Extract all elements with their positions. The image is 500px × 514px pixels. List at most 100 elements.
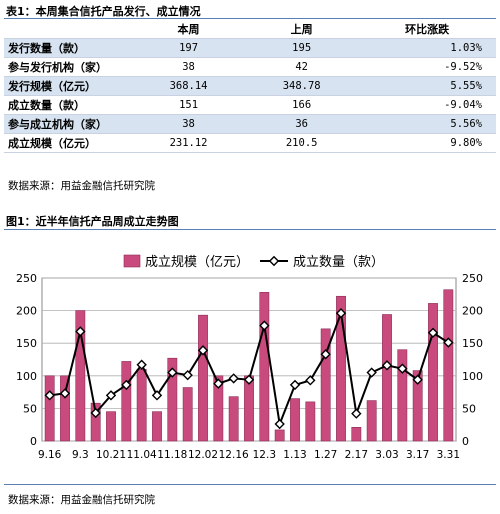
- bar: [90, 402, 101, 442]
- bar: [290, 398, 300, 442]
- row-label: 发行规模（亿元）: [4, 76, 132, 96]
- cell-this-week: 368.14: [132, 76, 246, 96]
- cell-last-week: 348.78: [245, 76, 359, 96]
- x-tick-label: 3.31: [437, 449, 460, 461]
- bar: [121, 361, 132, 442]
- table-row: 发行数量（款） 197 195 1.03%: [4, 38, 496, 58]
- cell-last-week: 195: [245, 38, 359, 58]
- y-left-tick-label: 0: [30, 435, 37, 448]
- point-marker: [259, 320, 270, 331]
- point-marker: [213, 378, 224, 389]
- bar: [198, 314, 208, 442]
- x-tick-label: 3.17: [406, 449, 429, 461]
- header-cell-change: 环比涨跌: [358, 20, 496, 39]
- table-header-row: 本周 上周 环比涨跌: [4, 20, 496, 39]
- bar: [244, 375, 254, 442]
- stats-table: 本周 上周 环比涨跌 发行数量（款） 197 195 1.03% 参与发行机构（家） 38…: [4, 20, 496, 153]
- table-caption: 表1：本周集合信托产品发行、成立情况: [6, 5, 201, 18]
- bar: [106, 411, 116, 442]
- cell-change: 5.55%: [358, 76, 496, 96]
- cell-this-week: 151: [132, 95, 246, 115]
- point-marker: [381, 360, 393, 371]
- cell-last-week: 42: [245, 57, 359, 77]
- point-marker: [412, 374, 423, 385]
- point-marker: [44, 390, 55, 401]
- bar: [274, 429, 285, 442]
- bar: [443, 289, 454, 442]
- bar: [351, 427, 362, 442]
- point-marker: [397, 363, 408, 374]
- point-marker: [197, 345, 209, 356]
- y-left-tick-label: 250: [16, 272, 37, 285]
- row-label: 成立数量（款）: [4, 95, 132, 115]
- bar: [228, 396, 239, 442]
- table-row: 参与发行机构（家） 38 42 -9.52%: [4, 57, 496, 77]
- cell-last-week: 36: [245, 114, 359, 134]
- cell-this-week: 38: [132, 114, 246, 134]
- point-marker: [351, 408, 362, 419]
- cell-this-week: 197: [132, 38, 246, 58]
- bar: [366, 400, 377, 442]
- cell-change: -9.04%: [358, 95, 496, 115]
- bar: [60, 375, 70, 442]
- cell-change: -9.52%: [358, 57, 496, 77]
- table-body: 发行数量（款） 197 195 1.03% 参与发行机构（家） 38 42 -9.52% 发行规…: [4, 38, 496, 153]
- row-label: 参与发行机构（家）: [4, 57, 132, 77]
- point-marker: [228, 373, 239, 384]
- point-marker: [105, 390, 117, 401]
- x-tick-label: 1.13: [283, 449, 306, 461]
- chart-source: 数据来源：用益金融信托研究院: [8, 494, 155, 506]
- point-marker: [320, 349, 331, 360]
- y-left-tick-label: 200: [16, 305, 37, 318]
- point-marker: [167, 367, 178, 378]
- y-right-tick-label: 50: [462, 402, 476, 415]
- bar: [428, 303, 438, 442]
- header-cell-blank: [4, 20, 132, 39]
- legend-label-line: 成立数量（款）: [293, 255, 384, 270]
- point-marker: [151, 390, 163, 401]
- table-row: 成立数量（款） 151 166 -9.04%: [4, 95, 496, 115]
- table-row: 发行规模（亿元） 368.14 348.78 5.55%: [4, 76, 496, 96]
- y-right-tick-label: 0: [462, 435, 469, 448]
- y-left-tick-label: 100: [16, 370, 37, 383]
- chart-container: 0 50 100 150 200 250 0 50 100 150 200 250 9.16 9.3 10.…: [4, 232, 496, 482]
- bar: [320, 328, 331, 442]
- point-marker: [75, 326, 86, 337]
- bar: [259, 292, 270, 442]
- table-source: 数据来源：用益金融信托研究院: [8, 180, 155, 192]
- header-cell-this-week: 本周: [132, 20, 246, 39]
- bar: [152, 411, 162, 442]
- cell-change: 1.03%: [358, 38, 496, 58]
- bar: [213, 375, 224, 442]
- cell-this-week: 38: [132, 57, 246, 77]
- y-left-tick-label: 150: [16, 337, 37, 350]
- point-marker: [182, 369, 193, 381]
- bar: [44, 375, 55, 442]
- point-marker: [289, 379, 301, 391]
- point-marker: [59, 388, 71, 399]
- point-marker: [274, 418, 285, 430]
- bar: [382, 314, 392, 442]
- table-top-rule: [4, 18, 496, 19]
- x-tick-label: 3.03: [375, 449, 398, 461]
- table-row: 成立规模（亿元） 231.12 210.5 9.80%: [4, 133, 496, 153]
- x-tick-label: 11.04: [127, 449, 157, 461]
- header-cell-last-week: 上周: [245, 20, 359, 39]
- point-marker: [335, 308, 347, 319]
- x-tick-label: 12.3: [253, 449, 276, 461]
- point-marker: [90, 407, 101, 419]
- y-left-tick-label: 50: [23, 402, 37, 415]
- chart-caption: 图1：近半年信托产品周成立走势图: [6, 215, 179, 228]
- point-marker: [121, 379, 132, 391]
- y-right-tick-label: 150: [462, 337, 483, 350]
- cell-change: 5.56%: [358, 114, 496, 134]
- bar: [336, 295, 346, 442]
- bar: [397, 349, 408, 442]
- row-label: 成立规模（亿元）: [4, 133, 132, 153]
- x-tick-label: 2.17: [345, 449, 368, 461]
- bar: [136, 368, 147, 442]
- y-right-tick-label: 100: [462, 370, 483, 383]
- x-tick-label: 10.21: [96, 449, 126, 461]
- chart-bottom-rule: [4, 484, 496, 485]
- legend-swatch-bar: [123, 254, 141, 268]
